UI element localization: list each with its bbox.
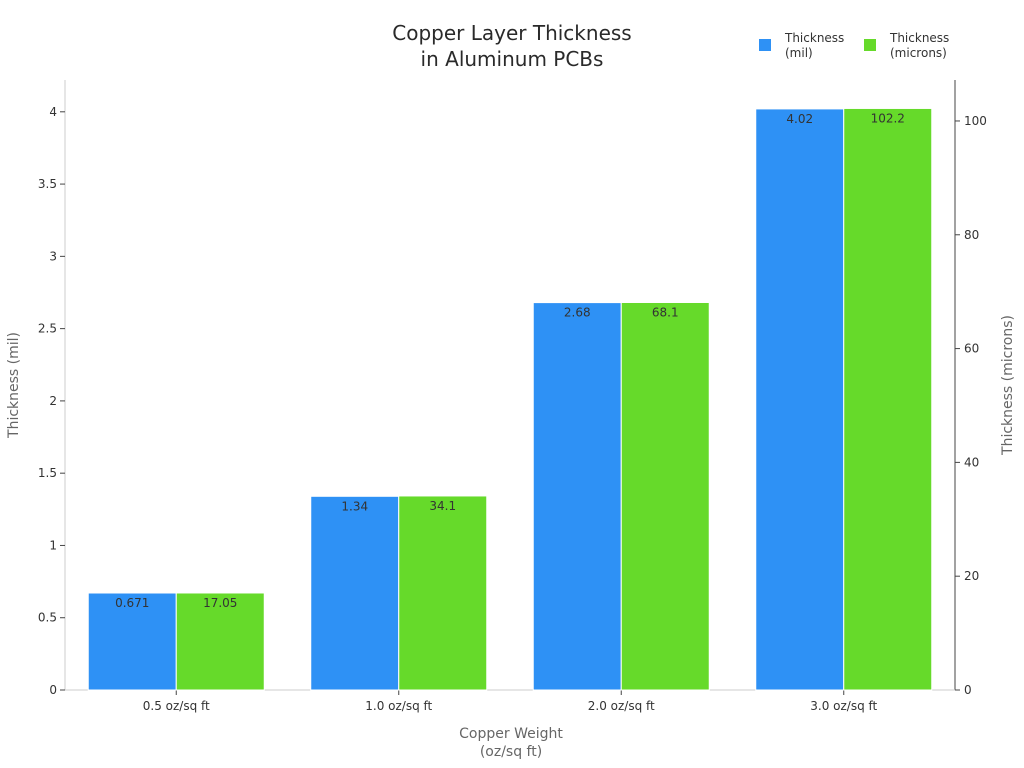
y-left-tick-label: 2 bbox=[49, 394, 57, 408]
bar-microns bbox=[843, 107, 933, 691]
y-right-tick-label: 20 bbox=[964, 569, 979, 583]
legend-label-mil-line-2: (mil) bbox=[785, 46, 813, 60]
y-axis-right-label: Thickness (microns) bbox=[1000, 315, 1016, 456]
bar-mil bbox=[87, 592, 177, 691]
data-label-mil: 1.34 bbox=[341, 499, 368, 513]
x-tick-label: 3.0 oz/sq ft bbox=[810, 699, 877, 713]
y-left-tick-label: 1.5 bbox=[38, 466, 57, 480]
data-label-microns: 102.2 bbox=[871, 111, 905, 125]
y-left-tick-label: 2.5 bbox=[38, 322, 57, 336]
legend-swatch-microns bbox=[864, 39, 876, 51]
y-left-tick-label: 0 bbox=[49, 683, 57, 697]
legend-swatch-mil bbox=[759, 39, 771, 51]
y-left-tick-label: 4 bbox=[49, 105, 57, 119]
chart-title-line-2: in Aluminum PCBs bbox=[421, 47, 604, 71]
bar-mil bbox=[310, 495, 400, 691]
y-left-tick-label: 0.5 bbox=[38, 611, 57, 625]
y-right-tick-label: 60 bbox=[964, 342, 979, 356]
y-right-tick-label: 40 bbox=[964, 455, 979, 469]
data-label-mil: 4.02 bbox=[786, 112, 813, 126]
y-right-tick-label: 100 bbox=[964, 114, 987, 128]
x-axis-label-line-2: (oz/sq ft) bbox=[480, 744, 542, 760]
bar-mil bbox=[755, 108, 845, 691]
data-label-microns: 34.1 bbox=[429, 499, 456, 513]
bar-microns bbox=[398, 495, 488, 691]
data-label-mil: 2.68 bbox=[564, 306, 591, 320]
y-right-tick-label: 80 bbox=[964, 228, 979, 242]
x-tick-label: 1.0 oz/sq ft bbox=[365, 699, 432, 713]
bar-microns bbox=[175, 592, 265, 691]
data-label-mil: 0.671 bbox=[115, 596, 149, 610]
y-left-tick-label: 1 bbox=[49, 538, 57, 552]
legend-label-microns-line-2: (microns) bbox=[890, 46, 947, 60]
y-left-tick-label: 3.5 bbox=[38, 177, 57, 191]
legend: Thickness (mil) Thickness (microns) bbox=[759, 31, 949, 60]
y-left-tick-label: 3 bbox=[49, 249, 57, 263]
x-axis-label-line-1: Copper Weight bbox=[459, 726, 563, 742]
data-label-microns: 68.1 bbox=[652, 305, 679, 319]
x-tick-label: 0.5 oz/sq ft bbox=[143, 699, 210, 713]
legend-label-microns-line-1: Thickness bbox=[889, 31, 949, 45]
bar-mil bbox=[532, 302, 622, 691]
y-right-tick-label: 0 bbox=[964, 683, 972, 697]
chart-title-line-1: Copper Layer Thickness bbox=[392, 21, 631, 45]
legend-label-mil-line-1: Thickness bbox=[784, 31, 844, 45]
data-label-microns: 17.05 bbox=[203, 596, 237, 610]
bar-microns bbox=[620, 301, 710, 691]
x-tick-label: 2.0 oz/sq ft bbox=[588, 699, 655, 713]
y-axis-left-label: Thickness (mil) bbox=[6, 332, 22, 439]
